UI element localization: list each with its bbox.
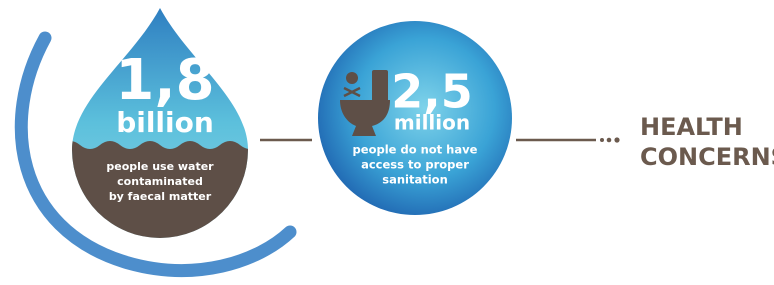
drop-unit: billion xyxy=(116,106,214,139)
infographic: 1,8 billion people use water contaminate… xyxy=(0,0,774,285)
connector-dotted xyxy=(516,137,620,142)
circle-caption: sanitation xyxy=(382,173,448,187)
circle-unit: million xyxy=(394,111,470,135)
drop-caption: by faecal matter xyxy=(109,190,212,203)
heading: CONCERNS xyxy=(640,143,774,171)
heading: HEALTH xyxy=(640,113,743,141)
circle-caption: people do not have xyxy=(353,143,478,157)
water-drop: 1,8 billion people use water contaminate… xyxy=(60,8,260,250)
drop-caption: people use water xyxy=(106,160,214,173)
sanitation-circle: 2,5 million people do not have access to… xyxy=(318,21,512,215)
drop-caption: contaminated xyxy=(117,175,203,188)
drop-number: 1,8 xyxy=(115,48,214,113)
circle-caption: access to proper xyxy=(361,158,469,172)
